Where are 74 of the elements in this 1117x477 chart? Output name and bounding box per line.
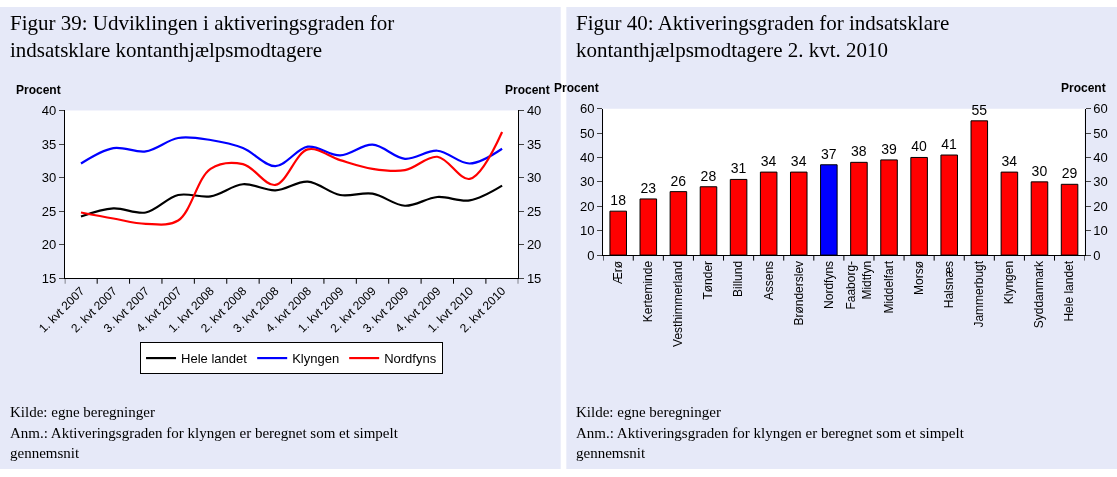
data-label: 26 <box>670 172 687 189</box>
data-label: 41 <box>941 136 958 153</box>
x-tick-label: Billund <box>731 260 746 297</box>
x-tick-label: Assens <box>761 260 776 301</box>
y-tick-label: 25 <box>41 203 57 219</box>
y2-tick-label: 60 <box>1093 101 1108 117</box>
x-tick-label: Morsø <box>912 260 927 295</box>
legend-label: Hele landet <box>181 351 248 367</box>
y-tick-label: 15 <box>41 270 57 286</box>
y2-tick-label: 30 <box>1093 174 1108 190</box>
chart-title: Figur 40: Aktiveringsgraden for indsatsklare kontanthjælpsmodtagere 2. kvt. 2010 <box>576 11 950 63</box>
y2-tick-label: 50 <box>1093 125 1108 141</box>
data-label: 18 <box>610 192 627 209</box>
y2-tick-label: 20 <box>526 237 542 253</box>
line-series <box>79 136 504 168</box>
chart-title: Figur 39: Udviklingen i aktiveringsgraden for indsatsklare kontanthjælpsmodtagere <box>10 11 395 63</box>
data-label: 38 <box>851 143 867 160</box>
y-tick-label: 35 <box>41 136 57 152</box>
y-tick-label: 10 <box>580 223 595 239</box>
data-label: 39 <box>881 140 897 157</box>
y2-tick-label: 25 <box>526 203 542 219</box>
data-label: 23 <box>640 179 657 196</box>
y-tick-label: 40 <box>580 150 595 166</box>
line-series <box>79 130 504 226</box>
data-label: 34 <box>1001 153 1018 170</box>
text: Anm.: Aktiveringsgraden for klyngen er beregnet som et simpelt gennemsnit <box>10 425 399 461</box>
data-label: 40 <box>911 138 928 155</box>
y2-tick-label: 10 <box>1093 223 1108 239</box>
legend-label: Klyngen <box>292 351 340 367</box>
x-tick-label: Syddanmark <box>1032 259 1047 329</box>
y2-tick-label: 40 <box>1093 150 1108 166</box>
y-tick-label: 20 <box>41 237 57 253</box>
x-tick-label: Hele landet <box>1062 260 1077 322</box>
y2-tick-label: 30 <box>526 170 542 186</box>
y2-axis-title: Procent <box>1061 81 1106 95</box>
x-tick-label: Middelfart <box>881 260 896 314</box>
x-tick-label: Tønder <box>701 260 716 300</box>
data-label: 31 <box>730 160 747 177</box>
text: Kilde: egne beregninger <box>10 404 155 420</box>
y2-tick-label: 35 <box>526 136 542 152</box>
x-tick-label: Ærø <box>611 260 626 285</box>
y-tick-label: 30 <box>580 174 595 190</box>
data-label: 28 <box>700 167 717 184</box>
x-tick-label: Brønderslev <box>791 260 806 326</box>
x-tick-label: Halsnæs <box>942 260 957 309</box>
data-label: 34 <box>760 153 777 170</box>
x-tick-label: Nordfyns <box>821 260 836 309</box>
x-tick-label: Kerteminde <box>641 260 656 323</box>
y-tick-label: 40 <box>41 103 57 119</box>
data-label: 37 <box>820 145 837 162</box>
y2-axis-title: Procent <box>505 83 550 97</box>
y2-tick-label: 20 <box>1093 198 1108 214</box>
data-label: 29 <box>1061 165 1078 182</box>
y-tick-label: 60 <box>580 101 595 117</box>
x-tick-label: Vesthimmerland <box>671 260 686 347</box>
x-tick-label: Jammerbugt <box>972 260 987 328</box>
x-tick-label: Faaborg- Midtfyn <box>844 260 874 310</box>
y-tick-label: 0 <box>587 247 595 263</box>
data-label: 30 <box>1031 162 1048 179</box>
line-series <box>79 180 504 218</box>
y-tick-label: 30 <box>41 170 57 186</box>
data-label: 55 <box>971 101 988 118</box>
text: Kilde: egne beregninger <box>576 404 721 420</box>
y-tick-label: 50 <box>580 125 595 141</box>
data-label: 34 <box>790 153 807 170</box>
text: Anm.: Aktiveringsgraden for klyngen er beregnet som et simpelt gennemsnit <box>576 425 965 461</box>
y2-tick-label: 40 <box>526 103 542 119</box>
y-axis-title: Procent <box>554 81 599 95</box>
legend-label: Nordfyns <box>384 351 437 367</box>
y-tick-label: 20 <box>580 198 595 214</box>
x-tick-label: Klyngen <box>1002 260 1017 305</box>
y-axis-title: Procent <box>16 83 61 97</box>
y2-tick-label: 0 <box>1093 247 1101 263</box>
y2-tick-label: 15 <box>526 270 542 286</box>
